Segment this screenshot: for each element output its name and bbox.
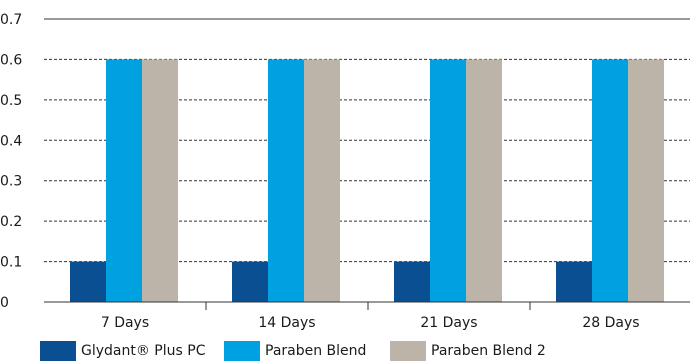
bar-glydant-plus-pc-14-days xyxy=(232,261,268,302)
y-tick-label-0: 0 xyxy=(0,295,9,311)
bar-chart: 0 0.1 0.2 0.3 0.4 0.5 0.6 0.7 7 Days 14 Days 21 D… xyxy=(0,12,690,331)
x-tick-label-14-days: 14 Days xyxy=(258,315,315,331)
legend-swatch-paraben-blend-2 xyxy=(390,341,426,361)
x-axis xyxy=(44,301,690,310)
bar-paraben-blend-2-21-days xyxy=(466,59,502,302)
y-tick-label-0-2: 0.2 xyxy=(0,214,22,230)
y-axis-tick-labels: 0 0.1 0.2 0.3 0.4 0.5 0.6 0.7 xyxy=(0,12,22,311)
bar-paraben-blend-14-days xyxy=(268,59,304,302)
bar-paraben-blend-7-days xyxy=(106,59,142,302)
bars xyxy=(70,59,664,302)
bar-glydant-plus-pc-28-days xyxy=(556,261,592,302)
legend-label-paraben-blend: Paraben Blend xyxy=(265,343,367,359)
legend-swatch-glydant-plus-pc xyxy=(40,341,76,361)
y-tick-label-0-4: 0.4 xyxy=(0,133,22,149)
legend-item-glydant-plus-pc: Glydant® Plus PC xyxy=(40,341,224,361)
y-tick-label-0-3: 0.3 xyxy=(0,174,22,190)
bar-glydant-plus-pc-7-days xyxy=(70,261,106,302)
y-tick-label-0-5: 0.5 xyxy=(0,93,22,109)
legend: Glydant® Plus PC Paraben Blend Paraben B… xyxy=(40,341,546,361)
legend-swatch-paraben-blend xyxy=(224,341,260,361)
bar-paraben-blend-2-7-days xyxy=(142,59,178,302)
y-tick-label-0-1: 0.1 xyxy=(0,255,22,271)
bar-paraben-blend-28-days xyxy=(592,59,628,302)
x-tick-label-21-days: 21 Days xyxy=(420,315,477,331)
y-tick-label-0-6: 0.6 xyxy=(0,52,22,68)
legend-label-paraben-blend-2: Paraben Blend 2 xyxy=(431,343,546,359)
legend-item-paraben-blend: Paraben Blend xyxy=(224,341,390,361)
bar-paraben-blend-2-28-days xyxy=(628,59,664,302)
y-tick-label-0-7: 0.7 xyxy=(0,12,22,28)
x-tick-label-28-days: 28 Days xyxy=(582,315,639,331)
bar-glydant-plus-pc-21-days xyxy=(394,261,430,302)
bar-paraben-blend-21-days xyxy=(430,59,466,302)
x-axis-tick-labels: 7 Days 14 Days 21 Days 28 Days xyxy=(101,315,640,331)
legend-item-paraben-blend-2: Paraben Blend 2 xyxy=(390,341,546,361)
bar-paraben-blend-2-14-days xyxy=(304,59,340,302)
x-tick-label-7-days: 7 Days xyxy=(101,315,149,331)
legend-label-glydant-plus-pc: Glydant® Plus PC xyxy=(81,343,206,359)
